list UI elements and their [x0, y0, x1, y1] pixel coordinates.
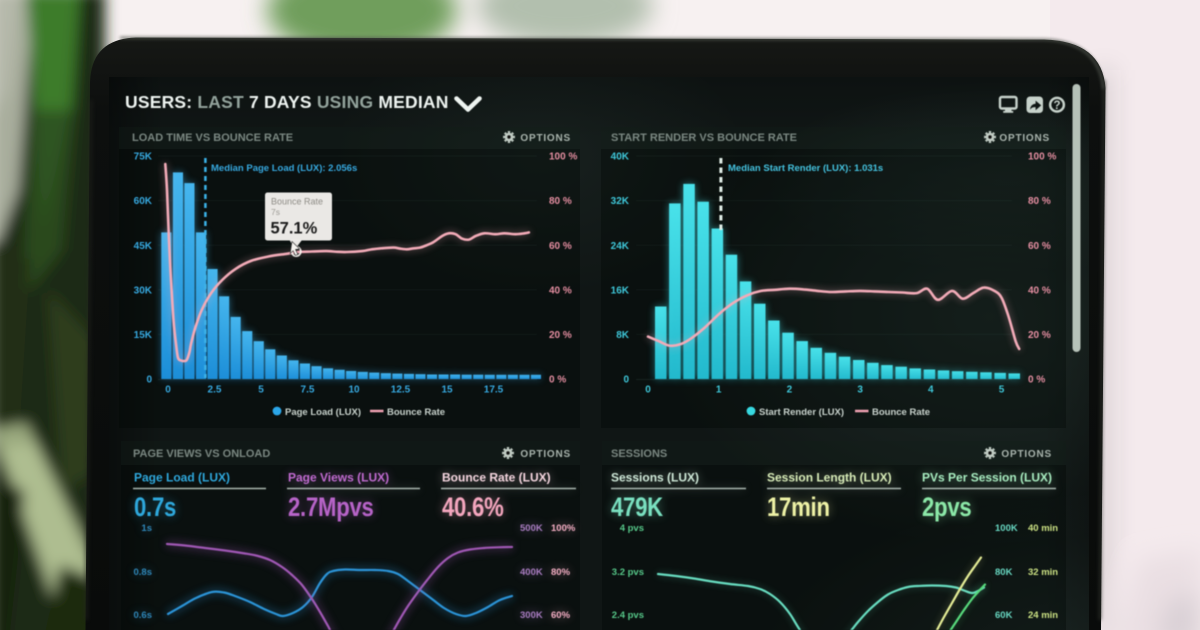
svg-text:4: 4 [928, 385, 934, 396]
svg-text:16K: 16K [611, 285, 630, 296]
svg-text:Bounce Rate: Bounce Rate [271, 197, 323, 207]
svg-text:0: 0 [146, 375, 152, 386]
svg-text:40K: 40K [611, 152, 630, 163]
svg-text:12.5: 12.5 [391, 385, 411, 396]
svg-text:USERS: LAST 7 DAYS USING MEDIA: USERS: LAST 7 DAYS USING MEDIAN [125, 92, 449, 112]
svg-text:3.2 pvs: 3.2 pvs [612, 567, 644, 578]
svg-text:1: 1 [716, 385, 722, 396]
svg-text:80 %: 80 % [549, 196, 572, 207]
svg-text:OPTIONS: OPTIONS [1001, 449, 1052, 460]
svg-text:57.1%: 57.1% [271, 220, 318, 238]
svg-text:OPTIONS: OPTIONS [520, 449, 571, 460]
svg-text:4 pvs: 4 pvs [620, 523, 644, 534]
svg-text:0: 0 [165, 385, 171, 396]
svg-text:2.5: 2.5 [208, 385, 222, 396]
svg-text:60 %: 60 % [1028, 241, 1051, 252]
svg-text:5: 5 [258, 385, 264, 396]
svg-text:7.5: 7.5 [301, 385, 315, 396]
svg-text:8K: 8K [616, 330, 630, 341]
svg-text:30K: 30K [134, 285, 153, 296]
svg-text:60K: 60K [995, 610, 1013, 621]
svg-text:Median Page Load (LUX): 2.056s: Median Page Load (LUX): 2.056s [211, 163, 357, 174]
svg-text:32K: 32K [611, 196, 630, 207]
svg-text:60K: 60K [134, 196, 153, 207]
svg-text:2: 2 [787, 385, 793, 396]
svg-text:0 %: 0 % [1028, 375, 1045, 386]
svg-text:24 min: 24 min [1028, 610, 1058, 621]
svg-text:Median Start Render (LUX): 1.0: Median Start Render (LUX): 1.031s [728, 163, 883, 174]
svg-text:LOAD TIME VS BOUNCE RATE: LOAD TIME VS BOUNCE RATE [132, 132, 293, 144]
svg-text:Page Load (LUX): Page Load (LUX) [134, 471, 230, 485]
svg-text:OPTIONS: OPTIONS [999, 133, 1050, 144]
svg-text:40 min: 40 min [1028, 523, 1058, 534]
svg-text:100 %: 100 % [549, 152, 577, 163]
svg-text:15K: 15K [134, 330, 153, 341]
svg-text:60 %: 60 % [549, 241, 572, 252]
svg-text:OPTIONS: OPTIONS [520, 133, 571, 144]
svg-text:20 %: 20 % [549, 330, 572, 341]
svg-text:SESSIONS: SESSIONS [611, 448, 667, 460]
svg-text:?: ? [1053, 100, 1060, 112]
svg-text:24K: 24K [611, 241, 630, 252]
svg-text:40 %: 40 % [549, 285, 572, 296]
svg-text:3: 3 [857, 385, 863, 396]
svg-text:5: 5 [999, 385, 1005, 396]
svg-text:32 min: 32 min [1028, 567, 1058, 578]
svg-text:PAGE VIEWS VS ONLOAD: PAGE VIEWS VS ONLOAD [133, 448, 270, 460]
svg-text:Bounce Rate: Bounce Rate [387, 407, 445, 418]
svg-text:START RENDER VS BOUNCE RATE: START RENDER VS BOUNCE RATE [611, 132, 797, 144]
svg-text:0: 0 [623, 375, 629, 386]
svg-text:100 %: 100 % [1028, 152, 1056, 163]
svg-text:80K: 80K [995, 567, 1013, 578]
svg-text:80 %: 80 % [1028, 196, 1051, 207]
svg-text:2.4 pvs: 2.4 pvs [612, 610, 644, 621]
svg-text:0: 0 [645, 385, 651, 396]
svg-text:Page Load (LUX): Page Load (LUX) [285, 407, 361, 418]
svg-text:7s: 7s [271, 207, 280, 217]
svg-text:10: 10 [348, 385, 360, 396]
svg-text:Start Render (LUX): Start Render (LUX) [759, 407, 844, 418]
svg-text:20 %: 20 % [1028, 330, 1051, 341]
svg-text:15: 15 [441, 385, 453, 396]
svg-text:17.5: 17.5 [484, 385, 504, 396]
svg-text:100K: 100K [995, 523, 1018, 534]
svg-text:0 %: 0 % [549, 375, 566, 386]
svg-text:Bounce Rate: Bounce Rate [872, 407, 930, 418]
svg-text:40 %: 40 % [1028, 285, 1051, 296]
svg-text:75K: 75K [134, 152, 153, 163]
svg-text:45K: 45K [134, 241, 153, 252]
